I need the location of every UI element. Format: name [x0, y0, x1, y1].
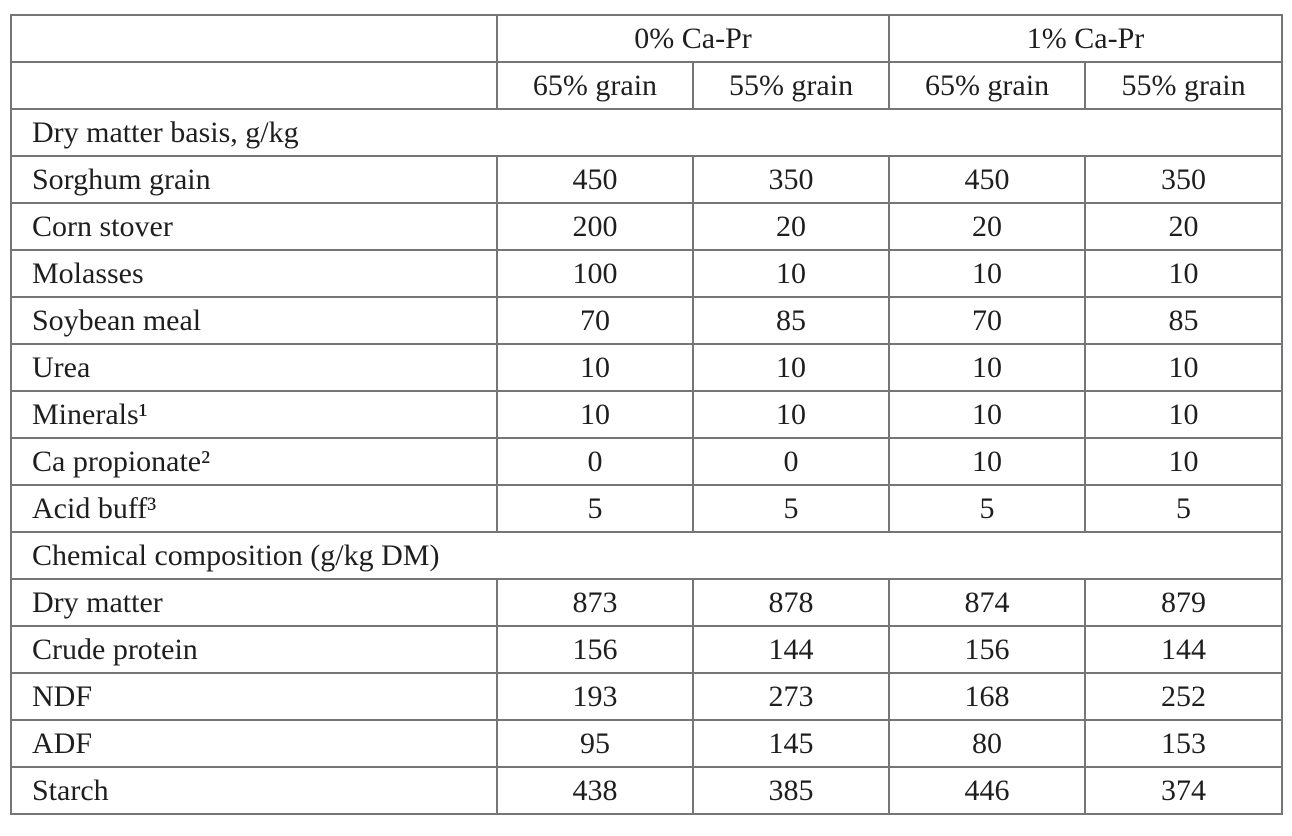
- value-cell: 100: [496, 249, 694, 298]
- table-row: Sorghum grain 450 350 450 350: [10, 155, 1284, 204]
- table-row: Dry matter 873 878 874 879: [10, 578, 1284, 627]
- value-cell: 20: [691, 202, 891, 251]
- value-cell: 200: [496, 202, 694, 251]
- value-cell: 252: [1084, 672, 1284, 721]
- value-cell: 873: [496, 578, 694, 627]
- value-cell: 20: [888, 202, 1087, 251]
- value-cell: 385: [691, 766, 891, 815]
- column-group-1pct-ca-pr: 1% Ca-Pr: [888, 14, 1284, 63]
- table-row: Corn stover 200 20 20 20: [10, 202, 1284, 251]
- row-label: NDF: [10, 672, 498, 721]
- value-cell: 156: [496, 625, 694, 674]
- value-cell: 0: [691, 437, 891, 486]
- value-cell: 10: [888, 390, 1087, 439]
- table-row: Molasses 100 10 10 10: [10, 249, 1284, 298]
- value-cell: 350: [691, 155, 891, 204]
- value-cell: 874: [888, 578, 1087, 627]
- value-cell: 446: [888, 766, 1087, 815]
- row-label: Acid buff³: [10, 484, 498, 533]
- value-cell: 5: [691, 484, 891, 533]
- value-cell: 10: [691, 249, 891, 298]
- value-cell: 10: [1084, 390, 1284, 439]
- table-body: Dry matter basis, g/kg Sorghum grain 450 35…: [9, 108, 1284, 815]
- table-row: Acid buff³ 5 5 5 5: [10, 484, 1284, 533]
- value-cell: 145: [691, 719, 891, 768]
- value-cell: 273: [691, 672, 891, 721]
- value-cell: 80: [888, 719, 1087, 768]
- table-header: 0% Ca-Pr 1% Ca-Pr 65% grain 55% grain 65…: [10, 14, 1284, 110]
- value-cell: 10: [496, 343, 694, 392]
- row-label: Corn stover: [10, 202, 498, 251]
- value-cell: 10: [888, 343, 1087, 392]
- section-title: Chemical composition (g/kg DM): [9, 531, 1284, 580]
- value-cell: 5: [888, 484, 1087, 533]
- row-label: ADF: [10, 719, 498, 768]
- row-label: Crude protein: [10, 625, 498, 674]
- table-row: Ca propionate² 0 0 10 10: [10, 437, 1284, 486]
- value-cell: 156: [888, 625, 1087, 674]
- value-cell: 193: [496, 672, 694, 721]
- row-label: Dry matter: [10, 578, 498, 627]
- row-label: Minerals¹: [10, 390, 498, 439]
- value-cell: 878: [691, 578, 891, 627]
- row-label: Soybean meal: [10, 296, 498, 345]
- column-group-0pct-ca-pr: 0% Ca-Pr: [495, 14, 891, 63]
- corner-blank-cell: [10, 61, 498, 110]
- value-cell: 0: [496, 437, 694, 486]
- value-cell: 168: [888, 672, 1087, 721]
- sub-header-55-grain: 55% grain: [1084, 61, 1284, 110]
- table-row: Soybean meal 70 85 70 85: [10, 296, 1284, 345]
- row-label: Starch: [10, 766, 498, 815]
- value-cell: 10: [888, 437, 1087, 486]
- value-cell: 10: [888, 249, 1087, 298]
- value-cell: 10: [1084, 343, 1284, 392]
- value-cell: 70: [888, 296, 1087, 345]
- table-row: Minerals¹ 10 10 10 10: [10, 390, 1284, 439]
- value-cell: 70: [496, 296, 694, 345]
- sub-header-65-grain: 65% grain: [496, 61, 694, 110]
- value-cell: 5: [496, 484, 694, 533]
- value-cell: 20: [1084, 202, 1284, 251]
- value-cell: 879: [1084, 578, 1284, 627]
- value-cell: 144: [691, 625, 891, 674]
- row-label: Sorghum grain: [10, 155, 498, 204]
- value-cell: 95: [496, 719, 694, 768]
- table-row: Crude protein 156 144 156 144: [10, 625, 1284, 674]
- value-cell: 85: [1084, 296, 1284, 345]
- section-row: Chemical composition (g/kg DM): [9, 531, 1284, 580]
- table-row: NDF 193 273 168 252: [10, 672, 1284, 721]
- table-row: Starch 438 385 446 374: [10, 766, 1284, 815]
- section-title: Dry matter basis, g/kg: [9, 108, 1284, 157]
- value-cell: 10: [496, 390, 694, 439]
- row-label: Urea: [10, 343, 498, 392]
- corner-blank-cell: [10, 14, 498, 63]
- value-cell: 10: [691, 343, 891, 392]
- sub-header-65-grain: 65% grain: [888, 61, 1087, 110]
- value-cell: 5: [1084, 484, 1284, 533]
- value-cell: 10: [691, 390, 891, 439]
- row-label: Molasses: [10, 249, 498, 298]
- value-cell: 10: [1084, 437, 1284, 486]
- value-cell: 10: [1084, 249, 1284, 298]
- value-cell: 438: [496, 766, 694, 815]
- table-row: ADF 95 145 80 153: [10, 719, 1284, 768]
- value-cell: 85: [691, 296, 891, 345]
- sub-header-row: 65% grain 55% grain 65% grain 55% grain: [10, 61, 1284, 110]
- value-cell: 374: [1084, 766, 1284, 815]
- sub-header-55-grain: 55% grain: [691, 61, 891, 110]
- group-header-row: 0% Ca-Pr 1% Ca-Pr: [10, 14, 1284, 63]
- table-row: Urea 10 10 10 10: [10, 343, 1284, 392]
- value-cell: 153: [1084, 719, 1284, 768]
- value-cell: 450: [888, 155, 1087, 204]
- value-cell: 144: [1084, 625, 1284, 674]
- row-label: Ca propionate²: [10, 437, 498, 486]
- section-row: Dry matter basis, g/kg: [9, 108, 1284, 157]
- diet-composition-table: 0% Ca-Pr 1% Ca-Pr 65% grain 55% grain 65…: [9, 14, 1284, 815]
- value-cell: 350: [1084, 155, 1284, 204]
- value-cell: 450: [496, 155, 694, 204]
